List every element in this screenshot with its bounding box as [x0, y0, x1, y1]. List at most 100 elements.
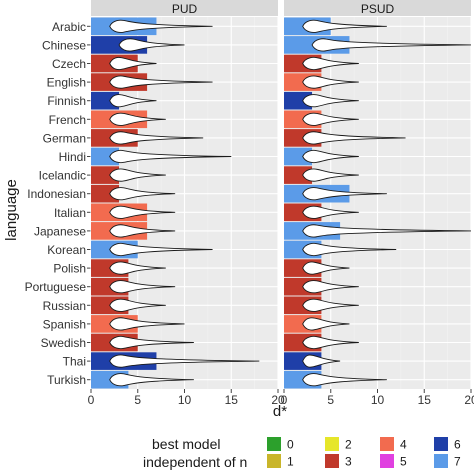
legend-label: 4	[400, 438, 407, 452]
legend-label: 1	[287, 455, 294, 469]
x-tick-label: 15	[418, 393, 432, 407]
legend-key	[267, 437, 281, 451]
violin	[302, 187, 387, 201]
bar	[284, 91, 313, 110]
violin	[302, 112, 359, 126]
violin	[302, 149, 359, 164]
legend-key	[267, 454, 281, 468]
violin	[302, 94, 359, 108]
bar	[284, 166, 313, 184]
x-tick-label: 10	[371, 393, 385, 407]
y-tick-label: Spanish	[43, 317, 86, 331]
violin	[109, 94, 157, 108]
y-axis-label: language	[3, 179, 20, 241]
violin	[302, 317, 350, 331]
violin	[109, 298, 166, 312]
violin	[311, 38, 472, 52]
violin	[109, 56, 157, 71]
y-tick-label: Japanese	[34, 224, 86, 238]
bar	[91, 91, 120, 110]
violin	[109, 224, 176, 238]
y-tick-label: Russian	[43, 299, 86, 313]
y-tick-label: Czech	[52, 57, 86, 71]
y-tick-label: French	[49, 113, 86, 127]
legend-label: 2	[345, 438, 352, 452]
legend-key	[325, 437, 339, 451]
legend: best model independent of n 0 1 2 3 4 5 6 7	[143, 436, 461, 470]
violin	[302, 298, 359, 312]
y-tick-label: Arabic	[52, 20, 86, 34]
violin	[302, 56, 359, 71]
x-tick-label: 20	[271, 393, 285, 407]
legend-key	[434, 454, 448, 468]
legend-label: 3	[345, 455, 352, 469]
violin	[302, 224, 472, 238]
y-tick-label: Portuguese	[25, 280, 87, 294]
violin	[109, 317, 185, 331]
violin	[109, 168, 166, 182]
y-tick-label: Polish	[53, 262, 86, 276]
x-tick-label: 5	[134, 393, 141, 407]
y-tick-label: German	[43, 131, 86, 145]
x-tick-label: 10	[178, 393, 192, 407]
y-tick-label: Thai	[63, 355, 86, 369]
legend-key	[380, 437, 394, 451]
legend-label: 0	[287, 438, 294, 452]
violin	[302, 373, 387, 387]
panels: Arabic Chinese Czech English Finnish French Ge…	[25, 0, 474, 407]
x-tick-label: 5	[327, 393, 334, 407]
violin	[109, 75, 213, 89]
violin	[109, 131, 204, 145]
violin	[302, 280, 359, 294]
violin	[109, 242, 213, 257]
violin	[302, 131, 406, 145]
violin	[109, 354, 260, 368]
y-tick-label: Swedish	[41, 336, 86, 350]
legend-key	[434, 437, 448, 451]
violin	[302, 335, 359, 350]
y-tick-label: Turkish	[47, 373, 86, 387]
x-tick-label: 20	[464, 393, 474, 407]
violin	[302, 242, 397, 257]
violin	[109, 149, 232, 164]
panel-title: PSUD	[361, 2, 395, 16]
panel-strip	[284, 0, 471, 16]
x-tick-label: 0	[88, 393, 95, 407]
violin	[109, 261, 166, 275]
panel-pud: PUD 0 5 10 15 20	[88, 0, 285, 407]
violin	[302, 205, 359, 219]
violin	[109, 19, 213, 33]
bar	[91, 184, 120, 203]
y-tick-label: Chinese	[42, 38, 86, 52]
x-axis-label: d*	[273, 403, 287, 420]
bar	[284, 147, 313, 166]
legend-label: 5	[400, 455, 407, 469]
violin	[302, 168, 359, 182]
x-tick-label: 15	[225, 393, 239, 407]
violin	[302, 19, 387, 33]
y-tick-label: Italian	[54, 206, 86, 220]
legend-label: 6	[454, 438, 461, 452]
bar	[91, 147, 120, 166]
y-tick-label: Indonesian	[27, 187, 86, 201]
violin	[109, 187, 176, 201]
violin	[302, 354, 341, 368]
bar	[91, 166, 120, 184]
violin	[109, 373, 194, 387]
violin	[118, 38, 185, 52]
violin	[109, 205, 176, 219]
x-tick-label: 0	[281, 393, 288, 407]
panel-psud: PSUD 0 5 10 15 20	[281, 0, 474, 407]
violin	[109, 112, 166, 126]
legend-title-line1: best model	[152, 436, 220, 452]
y-tick-label: Hindi	[59, 150, 86, 164]
violin	[109, 280, 176, 294]
panel-strip	[91, 0, 278, 16]
y-tick-label: Icelandic	[39, 169, 86, 183]
violin	[109, 335, 194, 350]
panel-title: PUD	[172, 2, 198, 16]
y-tick-label: Finnish	[47, 94, 86, 108]
legend-key	[325, 454, 339, 468]
legend-key	[380, 454, 394, 468]
